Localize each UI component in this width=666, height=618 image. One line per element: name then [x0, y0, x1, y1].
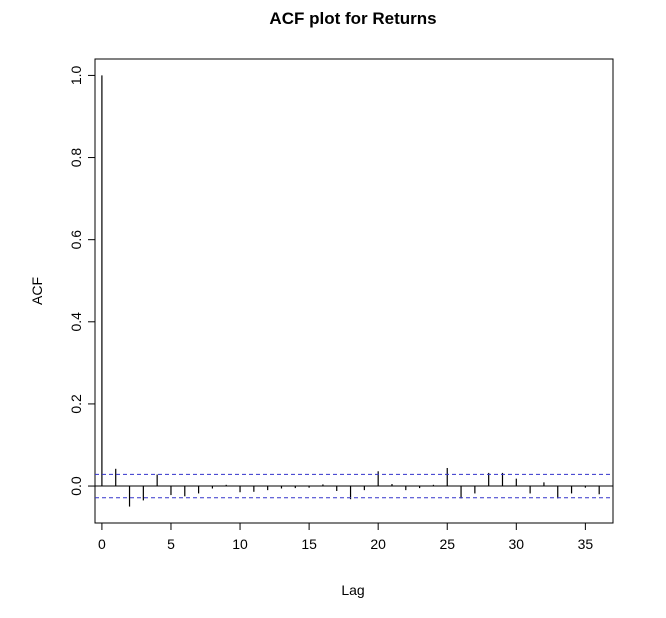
plot-frame	[94, 58, 614, 524]
confidence-bands	[95, 473, 613, 499]
y-axis-label: ACF	[29, 277, 45, 305]
x-tick-label: 15	[301, 536, 317, 552]
x-axis: 0 5 10 15 20 25 30 35	[98, 522, 594, 552]
x-tick-label: 5	[167, 536, 175, 552]
x-tick-label: 0	[98, 536, 106, 552]
x-tick-label: 30	[509, 536, 525, 552]
chart-title: ACF plot for Returns	[269, 9, 436, 28]
x-axis-label: Lag	[341, 582, 364, 598]
y-tick-label: 1.0	[68, 65, 84, 85]
y-tick-label: 0.8	[68, 148, 84, 168]
x-tick-label: 35	[578, 536, 594, 552]
y-tick-label: 0.4	[68, 312, 84, 332]
x-tick-label: 25	[439, 536, 455, 552]
x-tick-label: 20	[370, 536, 386, 552]
y-tick-label: 0.0	[68, 476, 84, 496]
acf-bars	[95, 75, 613, 507]
y-axis: 0.0 0.2 0.4 0.6 0.8 1.0	[68, 65, 96, 496]
y-tick-label: 0.6	[68, 230, 84, 250]
x-tick-label: 10	[232, 536, 248, 552]
y-tick-label: 0.2	[68, 394, 84, 414]
